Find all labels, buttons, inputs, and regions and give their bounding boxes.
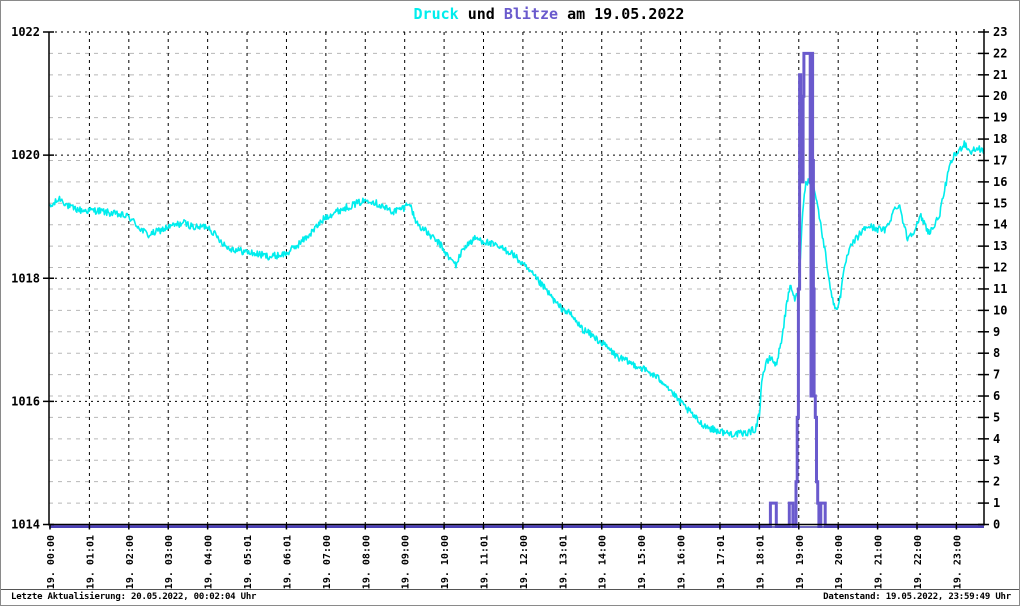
svg-text:19. 23:00: 19. 23:00	[952, 535, 963, 589]
svg-text:17: 17	[993, 153, 1007, 167]
svg-text:2: 2	[993, 475, 1000, 489]
title-series-druck: Druck	[413, 5, 459, 23]
svg-text:5: 5	[993, 410, 1000, 424]
svg-text:3: 3	[993, 453, 1000, 467]
svg-text:0: 0	[993, 518, 1000, 532]
svg-text:14: 14	[993, 218, 1007, 232]
svg-text:12: 12	[993, 261, 1007, 275]
svg-text:1014: 1014	[11, 518, 40, 532]
footer-divider	[1, 589, 1019, 590]
svg-text:21: 21	[993, 68, 1007, 82]
svg-text:19. 12:00: 19. 12:00	[519, 535, 530, 589]
title-series-blitze: Blitze	[503, 5, 559, 23]
svg-text:4: 4	[993, 432, 1000, 446]
title-conjunction: und	[467, 5, 495, 23]
svg-text:19. 17:01: 19. 17:01	[716, 535, 727, 589]
svg-text:19. 03:00: 19. 03:00	[164, 535, 175, 589]
svg-text:1022: 1022	[11, 25, 40, 39]
svg-text:15: 15	[993, 196, 1007, 210]
svg-text:19. 10:00: 19. 10:00	[440, 535, 451, 589]
svg-text:1018: 1018	[11, 271, 40, 285]
svg-text:19. 22:00: 19. 22:00	[913, 535, 924, 589]
svg-text:9: 9	[993, 325, 1000, 339]
svg-text:16: 16	[993, 175, 1007, 189]
svg-text:19. 19:00: 19. 19:00	[795, 535, 806, 589]
chart-title: Druck und Blitze am 19.05.2022	[414, 5, 685, 23]
svg-text:1: 1	[993, 496, 1000, 510]
svg-text:19. 08:00: 19. 08:00	[361, 535, 372, 589]
svg-text:19. 04:00: 19. 04:00	[204, 535, 215, 589]
svg-text:7: 7	[993, 368, 1000, 382]
svg-text:19. 11:01: 19. 11:01	[480, 535, 491, 589]
svg-text:19. 06:01: 19. 06:01	[282, 535, 293, 589]
svg-text:13: 13	[993, 239, 1007, 253]
svg-text:19. 20:00: 19. 20:00	[834, 535, 845, 589]
svg-text:19. 14:00: 19. 14:00	[598, 535, 609, 589]
title-date-suffix: am 19.05.2022	[567, 5, 685, 23]
svg-text:10: 10	[993, 303, 1007, 317]
svg-text:19. 13:01: 19. 13:01	[558, 535, 569, 589]
svg-text:6: 6	[993, 389, 1000, 403]
svg-text:20: 20	[993, 89, 1007, 103]
svg-text:19. 09:00: 19. 09:00	[401, 535, 412, 589]
svg-text:1020: 1020	[11, 148, 40, 162]
svg-text:19. 16:00: 19. 16:00	[677, 535, 688, 589]
svg-text:19. 02:00: 19. 02:00	[125, 535, 136, 589]
svg-text:19: 19	[993, 111, 1007, 125]
svg-text:19. 00:00: 19. 00:00	[46, 535, 57, 589]
svg-text:11: 11	[993, 282, 1007, 296]
svg-text:19. 07:00: 19. 07:00	[322, 535, 333, 589]
data-status-text: Datenstand: 19.05.2022, 23:59:49 Uhr	[823, 592, 1011, 602]
svg-text:22: 22	[993, 46, 1007, 60]
svg-text:19. 21:00: 19. 21:00	[874, 535, 885, 589]
svg-text:23: 23	[993, 25, 1007, 39]
svg-text:19. 15:00: 19. 15:00	[637, 535, 648, 589]
svg-text:19. 01:01: 19. 01:01	[85, 535, 96, 589]
svg-text:19. 18:01: 19. 18:01	[755, 535, 766, 589]
svg-text:18: 18	[993, 132, 1007, 146]
svg-text:1016: 1016	[11, 394, 40, 408]
svg-text:19. 05:01: 19. 05:01	[243, 535, 254, 589]
last-update-text: Letzte Aktualisierung: 20.05.2022, 00:02…	[11, 592, 257, 602]
svg-text:8: 8	[993, 346, 1000, 360]
